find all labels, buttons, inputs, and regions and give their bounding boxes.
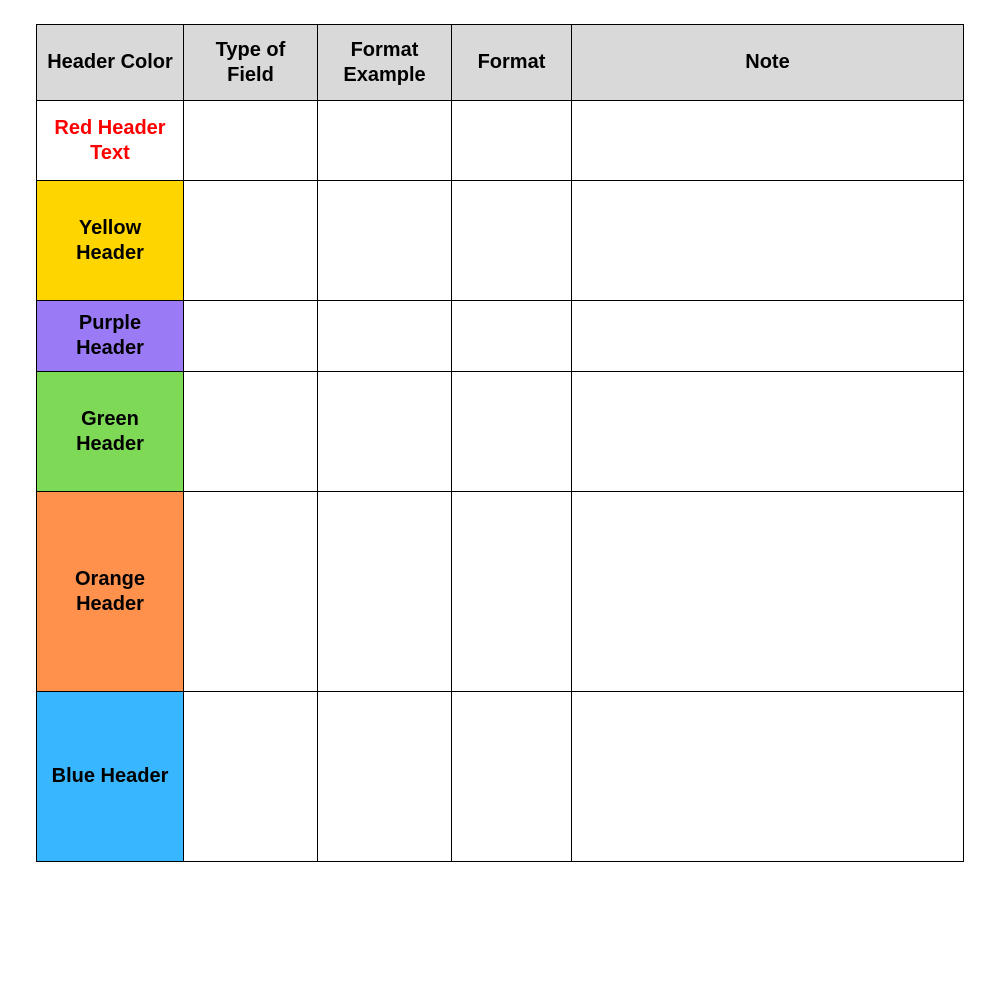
col-format-example: Format Example [318,25,452,101]
cell-note [572,492,964,692]
cell-note [572,181,964,301]
table-row: Green Header [37,372,964,492]
col-format: Format [452,25,572,101]
cell-type [184,181,318,301]
table-row: Yellow Header [37,181,964,301]
col-type-of-field: Type of Field [184,25,318,101]
cell-note [572,692,964,862]
page-wrap: Header Color Type of Field Format Exampl… [0,0,1000,886]
cell-type [184,101,318,181]
cell-type [184,492,318,692]
cell-example [318,492,452,692]
cell-note [572,372,964,492]
cell-type [184,692,318,862]
cell-example [318,181,452,301]
header-color-cell-orange: Orange Header [37,492,184,692]
cell-type [184,301,318,372]
cell-format [452,692,572,862]
col-note: Note [572,25,964,101]
table-header-row: Header Color Type of Field Format Exampl… [37,25,964,101]
header-color-cell-purple: Purple Header [37,301,184,372]
header-color-cell-yellow: Yellow Header [37,181,184,301]
header-color-cell-green: Green Header [37,372,184,492]
cell-type [184,372,318,492]
header-color-cell-blue: Blue Header [37,692,184,862]
col-header-color: Header Color [37,25,184,101]
legend-table: Header Color Type of Field Format Exampl… [36,24,964,862]
cell-format [452,372,572,492]
table-row: Purple Header [37,301,964,372]
cell-format [452,181,572,301]
cell-example [318,101,452,181]
cell-example [318,301,452,372]
cell-note [572,101,964,181]
cell-format [452,301,572,372]
cell-format [452,101,572,181]
cell-example [318,692,452,862]
cell-example [318,372,452,492]
cell-format [452,492,572,692]
cell-note [572,301,964,372]
table-row: Blue Header [37,692,964,862]
header-color-cell-red: Red Header Text [37,101,184,181]
table-row: Orange Header [37,492,964,692]
table-row: Red Header Text [37,101,964,181]
